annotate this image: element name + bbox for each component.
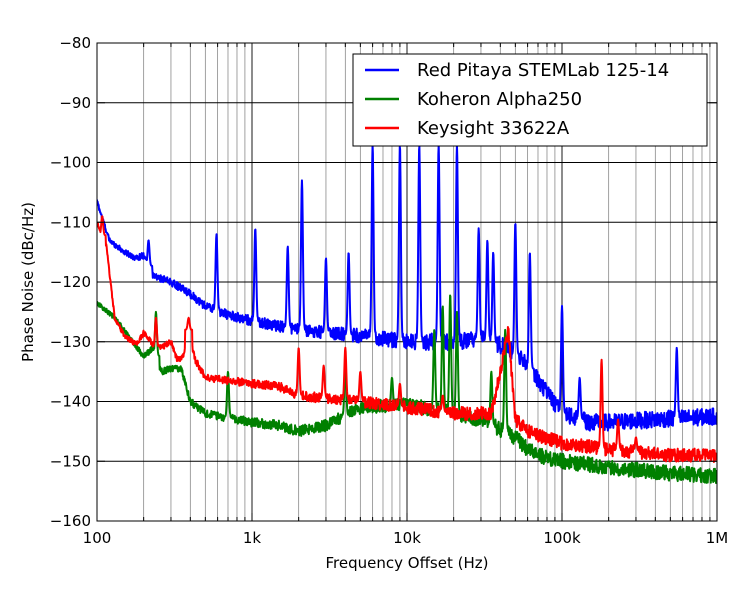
x-tick-label: 100k — [543, 529, 581, 547]
y-tick-label: −120 — [50, 273, 91, 291]
series-line-2 — [97, 294, 717, 484]
legend-label-1: Red Pitaya STEMLab 125-14 — [417, 60, 669, 81]
y-tick-label: −100 — [50, 154, 91, 172]
series-line-1 — [97, 143, 717, 432]
legend: Red Pitaya STEMLab 125-14 Koheron Alpha25… — [352, 53, 708, 147]
legend-label-3: Keysight 33622A — [417, 118, 570, 139]
x-tick-label: 1k — [243, 529, 262, 547]
y-axis-label: Phase Noise (dBc/Hz) — [19, 202, 37, 362]
y-tick-label: −110 — [50, 213, 91, 231]
y-tick-label: −140 — [50, 393, 91, 411]
y-tick-label: −160 — [50, 512, 91, 530]
y-tick-label: −130 — [50, 333, 91, 351]
x-tick-label: 1M — [706, 529, 729, 547]
series-layer — [97, 143, 717, 484]
x-tick-label: 100 — [83, 529, 112, 547]
series-line-3 — [97, 215, 717, 463]
axis-ticks: 100 1k 10k 100k 1M −80 −90 −100 −110 −120 −130 −140… — [50, 34, 728, 547]
y-tick-label: −80 — [59, 34, 91, 52]
y-tick-label: −150 — [50, 452, 91, 470]
legend-box — [352, 53, 708, 147]
x-tick-label: 10k — [393, 529, 421, 547]
y-tick-label: −90 — [59, 94, 91, 112]
x-axis-label: Frequency Offset (Hz) — [326, 554, 489, 572]
legend-label-2: Koheron Alpha250 — [417, 89, 582, 110]
